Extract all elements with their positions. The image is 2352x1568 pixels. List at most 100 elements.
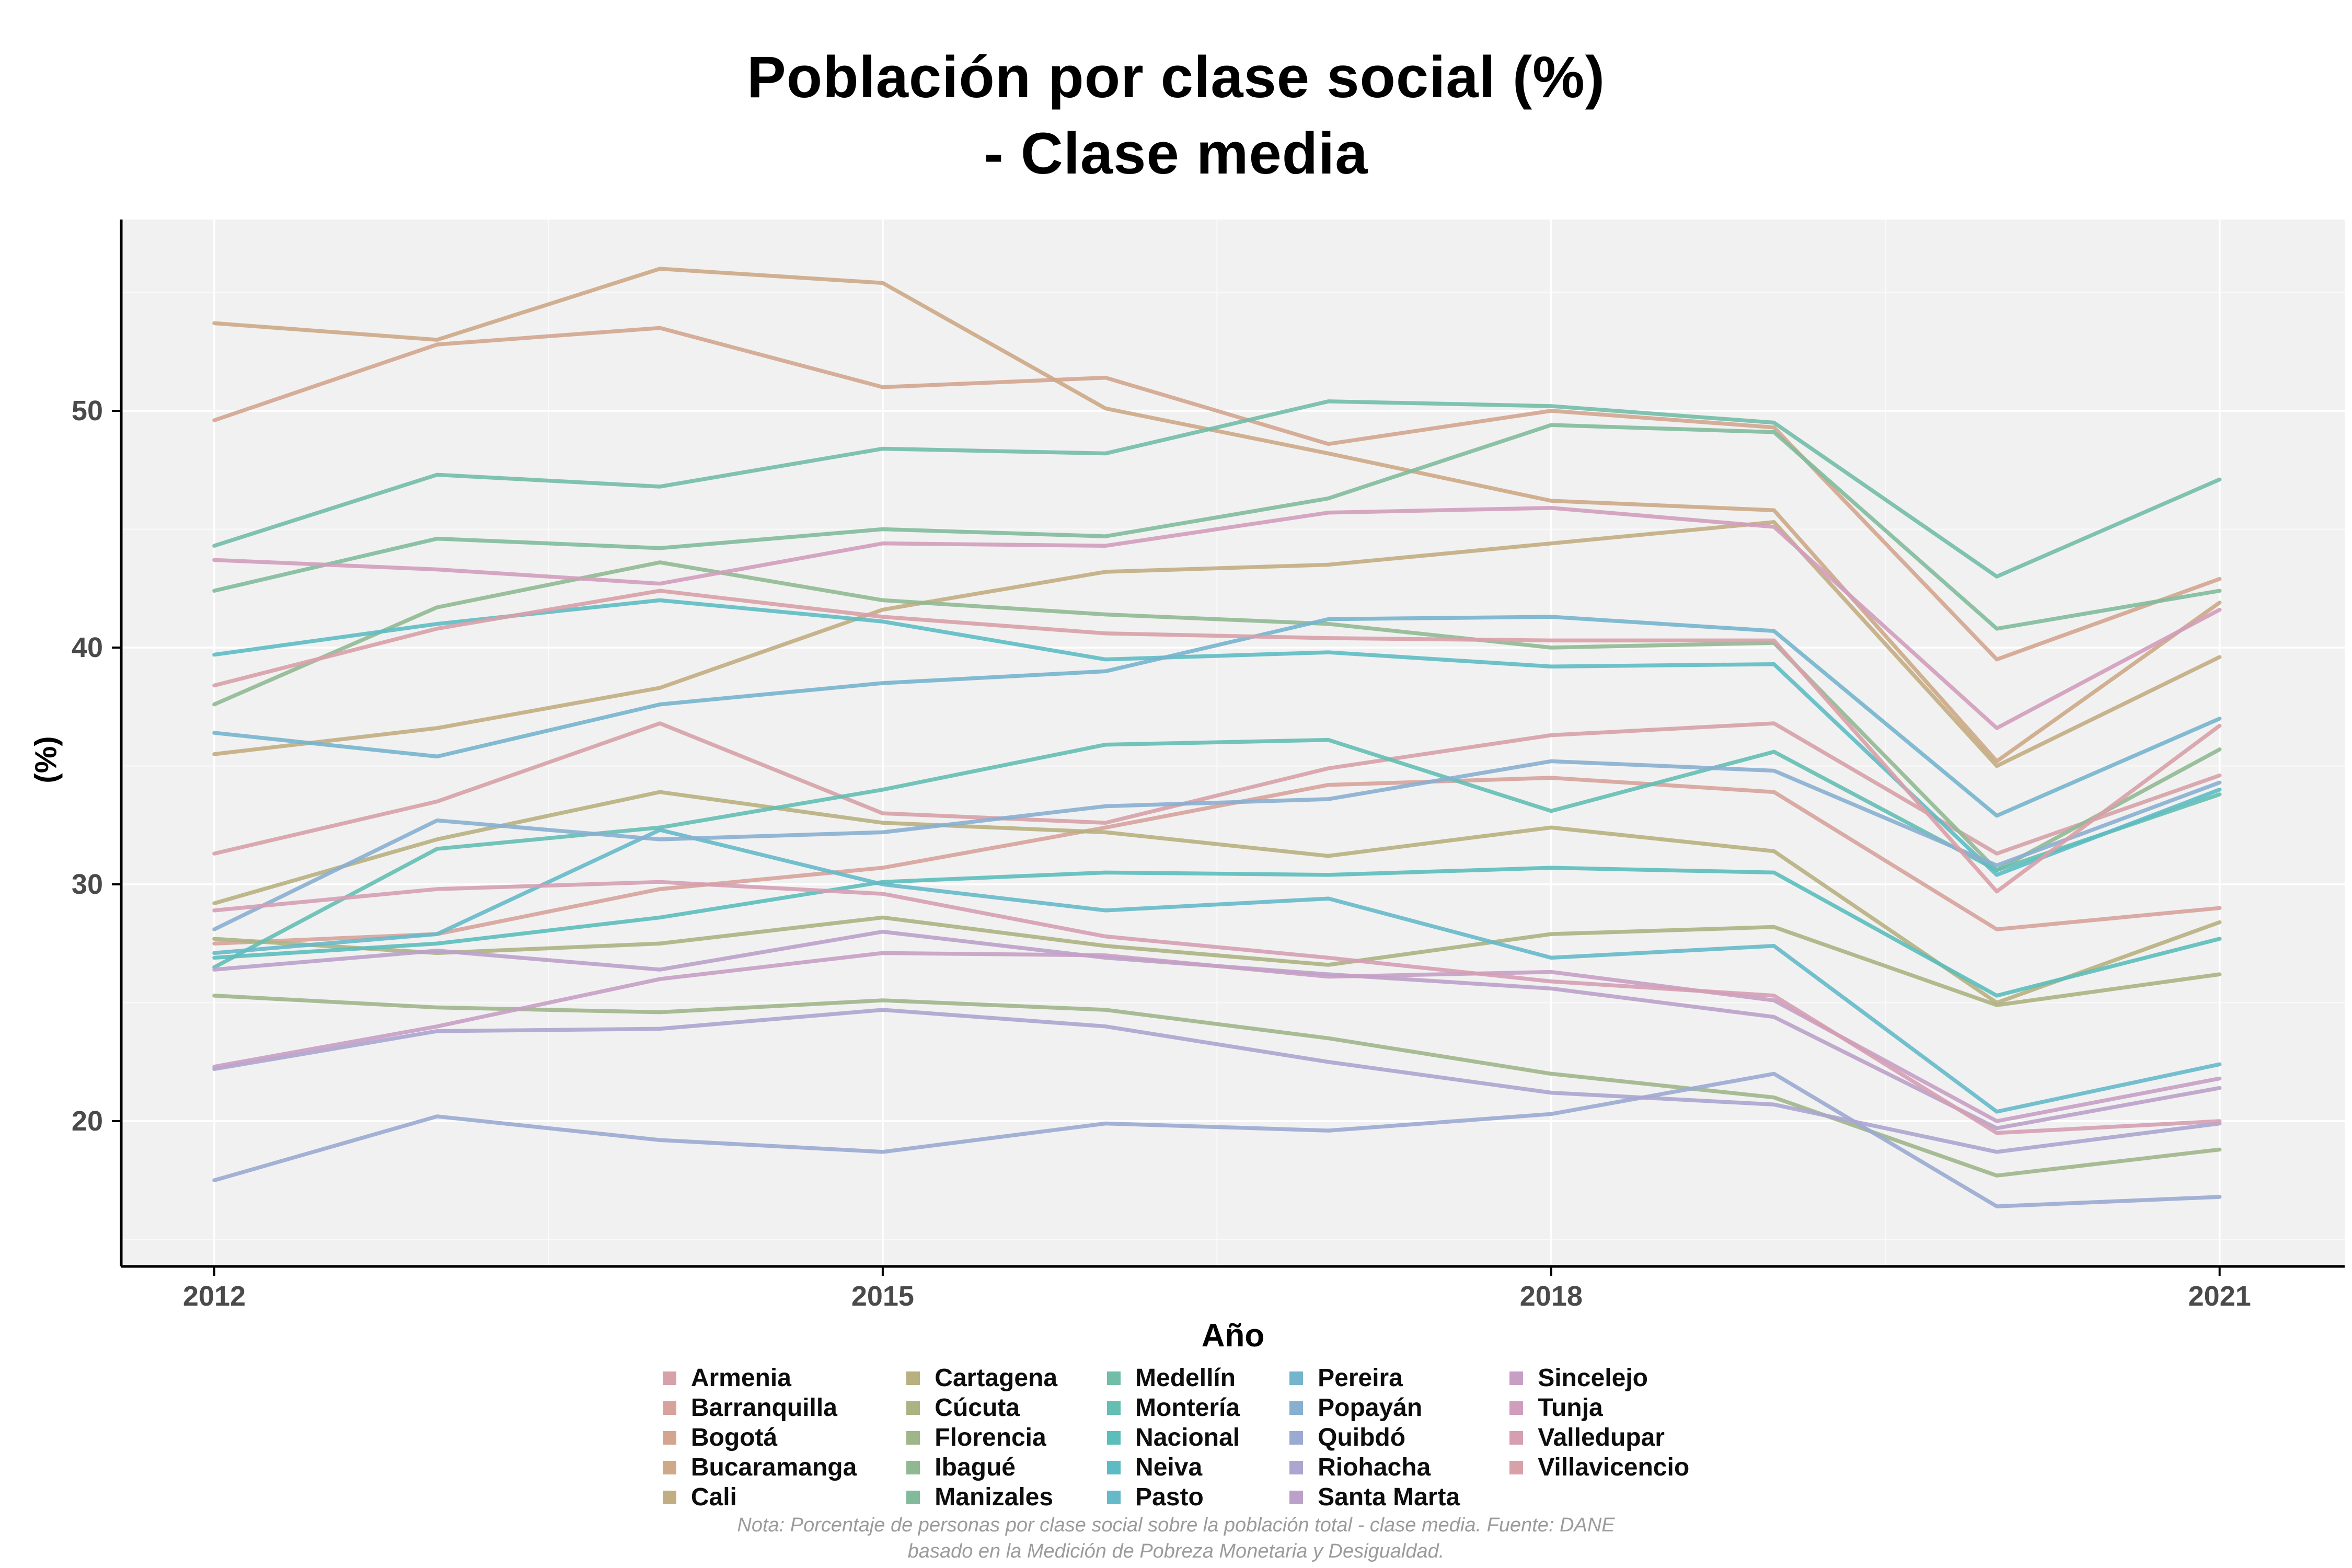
series-line-florencia — [212, 994, 2222, 1178]
legend-item-villavicencio: Villavicencio — [1509, 1452, 1689, 1482]
legend: Armenia Barranquilla Bogotá Bucaramanga Cali… — [0, 1363, 2352, 1512]
x-axis-title: Año — [1201, 1318, 1265, 1354]
legend-item-bucaramanga: Bucaramanga — [662, 1452, 857, 1482]
legend-label: Cali — [690, 1483, 737, 1511]
legend-label: Quibdó — [1318, 1424, 1406, 1451]
legend-swatch — [1289, 1401, 1304, 1415]
legend-swatch — [1509, 1431, 1524, 1445]
series-line-montería — [212, 737, 2222, 970]
series-line-cali — [212, 520, 2222, 768]
series-line-popayán — [212, 759, 2222, 931]
legend-item-medellín: Medellín — [1107, 1363, 1240, 1393]
legend-swatch — [1509, 1460, 1524, 1474]
chart-title-line2: - Clase media — [984, 120, 1368, 186]
legend-item-tunja: Tunja — [1509, 1393, 1689, 1423]
legend-label: Santa Marta — [1318, 1483, 1460, 1511]
legend-label: Ibagué — [935, 1454, 1016, 1481]
legend-swatch — [1289, 1431, 1304, 1445]
legend-swatch — [662, 1431, 676, 1445]
legend-swatch — [906, 1431, 920, 1445]
legend-label: Tunja — [1538, 1394, 1603, 1422]
legend-swatch — [1107, 1490, 1121, 1504]
legend-item-florencia: Florencia — [906, 1423, 1057, 1452]
y-tick-label: 30 — [72, 869, 103, 900]
chart-title-line1: Población por clase social (%) — [746, 44, 1606, 110]
legend-label: Valledupar — [1538, 1424, 1665, 1451]
legend-item-popayán: Popayán — [1289, 1393, 1460, 1423]
series-line-barranquilla — [212, 776, 2222, 946]
legend-swatch — [662, 1460, 676, 1474]
legend-swatch — [1289, 1371, 1304, 1385]
series-line-sincelejo — [212, 951, 2222, 1123]
legend-label: Pereira — [1318, 1364, 1403, 1392]
series-line-villavicencio — [212, 589, 2222, 894]
legend-item-barranquilla: Barranquilla — [662, 1393, 857, 1423]
series-line-riohacha — [212, 1008, 2222, 1154]
legend-item-cartagena: Cartagena — [906, 1363, 1057, 1393]
y-tick-label: 50 — [72, 395, 103, 426]
series-line-nacional — [212, 866, 2222, 998]
x-tick-label: 2015 — [851, 1281, 914, 1312]
series-line-valledupar — [212, 880, 2222, 1135]
series-line-neiva — [212, 598, 2222, 877]
legend-swatch — [1107, 1401, 1121, 1415]
legend-label: Armenia — [690, 1364, 791, 1392]
legend-item-neiva: Neiva — [1107, 1452, 1240, 1482]
series-line-ibagué — [212, 560, 2222, 872]
legend-item-quibdó: Quibdó — [1289, 1423, 1460, 1452]
legend-swatch — [1107, 1431, 1121, 1445]
legend-label: Neiva — [1135, 1454, 1203, 1481]
legend-swatch — [662, 1371, 676, 1385]
series-line-bucaramanga — [212, 267, 2222, 764]
series-line-pereira — [212, 615, 2222, 818]
legend-label: Barranquilla — [690, 1394, 837, 1422]
series-line-medellín — [212, 399, 2222, 579]
legend-swatch — [1289, 1490, 1304, 1504]
legend-swatch — [906, 1490, 920, 1504]
legend-item-santa-marta: Santa Marta — [1289, 1482, 1460, 1512]
legend-swatch — [662, 1401, 676, 1415]
series-line-armenia — [212, 721, 2222, 856]
y-tick-label: 40 — [72, 632, 103, 663]
legend-label: Medellín — [1135, 1364, 1236, 1392]
legend-item-riohacha: Riohacha — [1289, 1452, 1460, 1482]
legend-label: Florencia — [935, 1424, 1046, 1451]
legend-label: Sincelejo — [1538, 1364, 1648, 1392]
legend-item-pasto: Pasto — [1107, 1482, 1240, 1512]
legend-label: Montería — [1135, 1394, 1240, 1422]
legend-label: Cúcuta — [935, 1394, 1020, 1422]
series-line-tunja — [212, 505, 2222, 730]
legend-label: Manizales — [935, 1483, 1054, 1511]
series-line-cartagena — [212, 790, 2222, 1005]
legend-swatch — [1107, 1371, 1121, 1385]
legend-swatch — [1107, 1460, 1121, 1474]
source-note-line2: basado en la Medición de Pobreza Monetar… — [907, 1540, 1445, 1563]
x-tick-label: 2018 — [1520, 1281, 1583, 1312]
series-line-cúcuta — [212, 915, 2222, 1007]
legend-item-armenia: Armenia — [662, 1363, 857, 1393]
legend-label: Villavicencio — [1538, 1454, 1690, 1481]
legend-swatch — [1289, 1460, 1304, 1474]
legend-swatch — [662, 1490, 676, 1504]
legend-swatch — [1509, 1371, 1524, 1385]
source-note-line1: Nota: Porcentaje de personas por clase s… — [737, 1514, 1615, 1536]
legend-item-nacional: Nacional — [1107, 1423, 1240, 1452]
legend-swatch — [906, 1371, 920, 1385]
legend-label: Popayán — [1318, 1394, 1423, 1422]
legend-label: Riohacha — [1318, 1454, 1431, 1481]
legend-item-pereira: Pereira — [1289, 1363, 1460, 1393]
series-line-pasto — [212, 828, 2222, 1114]
legend-swatch — [1509, 1401, 1524, 1415]
y-axis-title: (%) — [29, 736, 63, 783]
legend-item-manizales: Manizales — [906, 1482, 1057, 1512]
legend-label: Bogotá — [690, 1424, 778, 1451]
legend-item-bogotá: Bogotá — [662, 1423, 857, 1452]
legend-label: Cartagena — [935, 1364, 1058, 1392]
legend-label: Pasto — [1135, 1483, 1204, 1511]
legend-item-montería: Montería — [1107, 1393, 1240, 1423]
legend-item-ibagué: Ibagué — [906, 1452, 1057, 1482]
legend-label: Bucaramanga — [690, 1454, 857, 1481]
legend-label: Nacional — [1135, 1424, 1240, 1451]
legend-item-sincelejo: Sincelejo — [1509, 1363, 1689, 1393]
